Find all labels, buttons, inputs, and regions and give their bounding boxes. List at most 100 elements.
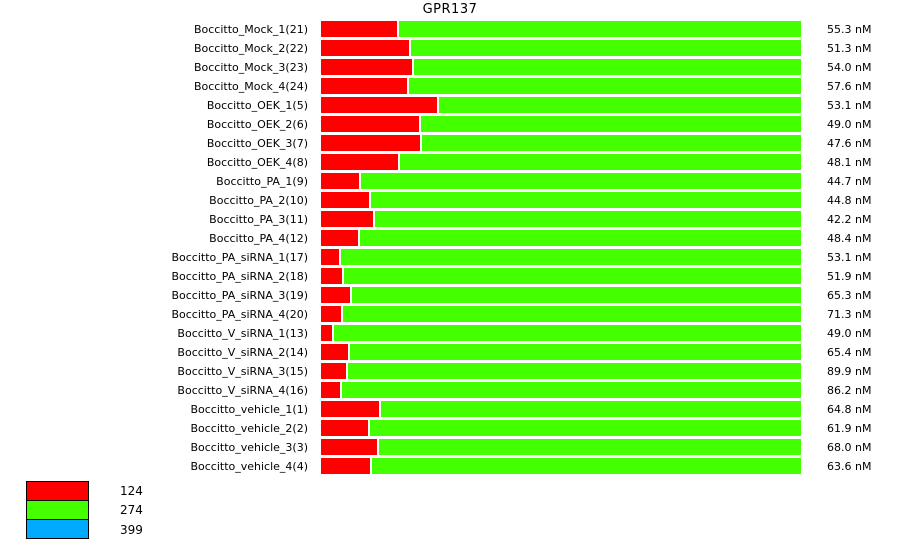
bar-segment-green[interactable] — [334, 325, 801, 341]
bar-segment-green[interactable] — [350, 344, 801, 360]
bar-segment-red[interactable] — [321, 21, 397, 37]
bar-segment-green[interactable] — [375, 211, 801, 227]
bar-segment-red[interactable] — [321, 401, 379, 417]
bar-segment-green[interactable] — [342, 382, 801, 398]
bar-segment-red[interactable] — [321, 78, 407, 94]
row-label: Boccitto_PA_3(11) — [209, 212, 308, 226]
bar-row: Boccitto_V_siRNA_2(14) 65.4 nM — [0, 344, 871, 360]
bar-segment-green[interactable] — [361, 173, 801, 189]
row-label: Boccitto_vehicle_4(4) — [190, 459, 308, 473]
bar-segment-red[interactable] — [321, 154, 398, 170]
bar-segment-red[interactable] — [321, 287, 350, 303]
row-label: Boccitto_vehicle_2(2) — [190, 421, 308, 435]
row-value: 51.3 nM — [827, 41, 872, 55]
legend-swatch-red[interactable] — [26, 481, 89, 501]
row-value: 89.9 nM — [827, 364, 872, 378]
bar-rows: Boccitto_Mock_1(21) 55.3 nM Boccitto_Moc… — [0, 21, 871, 474]
bar-segment-red[interactable] — [321, 116, 419, 132]
stacked-bar — [321, 116, 801, 132]
bar-row: Boccitto_vehicle_3(3) 68.0 nM — [0, 439, 871, 455]
bar-segment-green[interactable] — [381, 401, 801, 417]
bar-row: Boccitto_Mock_2(22) 51.3 nM — [0, 40, 871, 56]
bar-segment-green[interactable] — [421, 116, 801, 132]
stacked-bar — [321, 97, 801, 113]
bar-segment-red[interactable] — [321, 249, 339, 265]
row-label: Boccitto_V_siRNA_4(16) — [177, 383, 308, 397]
row-label: Boccitto_OEK_1(5) — [206, 98, 308, 112]
legend-label-green: 274 — [120, 503, 143, 518]
row-value: 51.9 nM — [827, 269, 872, 283]
stacked-bar — [321, 249, 801, 265]
bar-row: Boccitto_V_siRNA_1(13) 49.0 nM — [0, 325, 871, 341]
bar-row: Boccitto_PA_1(9) 44.7 nM — [0, 173, 871, 189]
bar-segment-green[interactable] — [344, 268, 801, 284]
bar-segment-green[interactable] — [370, 420, 801, 436]
bar-segment-red[interactable] — [321, 458, 370, 474]
bar-segment-green[interactable] — [400, 154, 801, 170]
bar-segment-red[interactable] — [321, 230, 358, 246]
bar-row: Boccitto_Mock_3(23) 54.0 nM — [0, 59, 871, 75]
bar-segment-red[interactable] — [321, 211, 373, 227]
bar-row: Boccitto_OEK_3(7) 47.6 nM — [0, 135, 871, 151]
bar-segment-green[interactable] — [341, 249, 801, 265]
bar-segment-green[interactable] — [414, 59, 801, 75]
row-label: Boccitto_PA_siRNA_4(20) — [171, 307, 308, 321]
bar-segment-red[interactable] — [321, 344, 348, 360]
bar-segment-green[interactable] — [360, 230, 801, 246]
bar-row: Boccitto_PA_siRNA_2(18) 51.9 nM — [0, 268, 871, 284]
bar-segment-red[interactable] — [321, 382, 340, 398]
bar-row: Boccitto_Mock_4(24) 57.6 nM — [0, 78, 871, 94]
bar-segment-green[interactable] — [422, 135, 801, 151]
bar-segment-green[interactable] — [409, 78, 801, 94]
bar-segment-red[interactable] — [321, 363, 346, 379]
bar-segment-red[interactable] — [321, 420, 368, 436]
bar-segment-green[interactable] — [399, 21, 801, 37]
bar-segment-red[interactable] — [321, 325, 332, 341]
bar-segment-red[interactable] — [321, 268, 342, 284]
bar-segment-red[interactable] — [321, 59, 412, 75]
bar-segment-red[interactable] — [321, 173, 359, 189]
bar-segment-green[interactable] — [439, 97, 801, 113]
bar-segment-green[interactable] — [379, 439, 801, 455]
stacked-bar — [321, 439, 801, 455]
bar-segment-red[interactable] — [321, 439, 377, 455]
bar-row: Boccitto_vehicle_2(2) 61.9 nM — [0, 420, 871, 436]
row-label: Boccitto_vehicle_1(1) — [190, 402, 308, 416]
legend-swatch-green[interactable] — [26, 500, 89, 520]
row-value: 48.1 nM — [827, 155, 872, 169]
row-label: Boccitto_PA_siRNA_1(17) — [171, 250, 308, 264]
bar-segment-red[interactable] — [321, 306, 341, 322]
row-label: Boccitto_Mock_3(23) — [193, 60, 308, 74]
row-value: 57.6 nM — [827, 79, 872, 93]
row-value: 49.0 nM — [827, 117, 872, 131]
row-value: 49.0 nM — [827, 326, 872, 340]
bar-segment-red[interactable] — [321, 192, 369, 208]
row-label: Boccitto_Mock_2(22) — [193, 41, 308, 55]
stacked-bar — [321, 59, 801, 75]
bar-segment-green[interactable] — [343, 306, 801, 322]
bar-segment-red[interactable] — [321, 40, 409, 56]
chart-title: GPR137 — [422, 2, 478, 17]
row-value: 44.7 nM — [827, 174, 872, 188]
row-label: Boccitto_PA_4(12) — [209, 231, 308, 245]
bar-segment-red[interactable] — [321, 135, 420, 151]
bar-segment-green[interactable] — [352, 287, 801, 303]
bar-row: Boccitto_vehicle_4(4) 63.6 nM — [0, 458, 871, 474]
bar-row: Boccitto_PA_siRNA_3(19) 65.3 nM — [0, 287, 871, 303]
stacked-bar — [321, 230, 801, 246]
stacked-bar — [321, 401, 801, 417]
stacked-bar — [321, 306, 801, 322]
row-value: 47.6 nM — [827, 136, 872, 150]
legend-swatch-blue[interactable] — [26, 519, 89, 539]
bar-segment-red[interactable] — [321, 97, 437, 113]
bar-segment-green[interactable] — [348, 363, 801, 379]
bar-segment-green[interactable] — [371, 192, 801, 208]
stacked-bar — [321, 154, 801, 170]
row-value: 71.3 nM — [827, 307, 872, 321]
bar-segment-green[interactable] — [372, 458, 801, 474]
bar-row: Boccitto_vehicle_1(1) 64.8 nM — [0, 401, 871, 417]
row-label: Boccitto_OEK_2(6) — [206, 117, 308, 131]
row-value: 65.3 nM — [827, 288, 872, 302]
bar-segment-green[interactable] — [411, 40, 801, 56]
stacked-bar — [321, 382, 801, 398]
